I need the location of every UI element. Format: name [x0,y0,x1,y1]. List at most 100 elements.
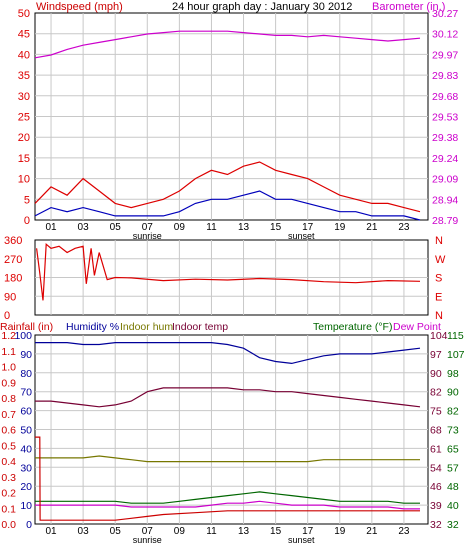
rainfall-tick-label: 1.0 [1,362,16,374]
barometer-tick-label: 29.24 [432,153,458,165]
indoor-temp-tick-label: 54 [430,462,442,474]
temp-grid [35,335,428,524]
barometer-tick-label: 30.12 [432,29,458,41]
temperature-tick-label: 48 [447,481,459,493]
wind-x-tick-label: 11 [206,222,217,233]
barometer-tick-label: 29.38 [432,132,458,144]
temp-x-tick-label: 19 [334,526,346,537]
windspeed-tick-label: 30 [18,91,30,103]
humidity-tick-label: 60 [20,406,32,418]
direction-lines [36,242,421,301]
series-wind-gust [34,161,421,213]
legend-rainfall: Rainfall (in) [0,321,53,333]
temperature-tick-label: 57 [447,462,459,474]
temp-x-tick-label: 01 [45,526,57,537]
indoor-temp-tick-label: 46 [430,481,442,493]
indoor-temp-tick-label: 61 [430,443,442,455]
temperature-tick-label: 115 [447,330,464,342]
rainfall-tick-label: 0.0 [1,519,16,531]
series-direction [36,242,421,301]
chart-title: 24 hour graph day : January 30 2012 [172,1,352,13]
wind-x-tick-label: 09 [174,222,186,233]
indoor-temp-tick-label: 97 [430,349,442,361]
barometer-axis-ticks: 28.79 28.94 29.09 29.24 29.38 29.53 29.68 29.83… [432,8,458,227]
windspeed-tick-label: 25 [18,112,30,124]
rainfall-tick-label: 0.1 [1,503,16,515]
windspeed-tick-label: 45 [18,29,30,41]
humidity-tick-label: 50 [20,425,32,437]
legend-dew-point: Dew Point [393,321,441,333]
series-rainfall [35,436,420,521]
wind-grid [35,13,428,220]
humidity-axis-ticks: 0 10 20 30 40 50 60 70 80 90 100 [14,330,32,531]
rainfall-tick-label: 1.2 [1,330,16,342]
rainfall-tick-label: 0.9 [1,377,16,389]
barometer-tick-label: 29.83 [432,70,458,82]
legend-temperature: Temperature (°F) [313,321,392,333]
rainfall-tick-label: 0.5 [1,440,16,452]
wind-sunset-label: sunset [288,231,315,241]
humidity-tick-label: 70 [20,387,32,399]
wind-x-tick-label: 23 [398,222,410,233]
wind-x-tick-label: 01 [45,222,57,233]
temp-sunset-label: sunset [288,535,315,545]
wind-x-tick-label: 03 [78,222,90,233]
humidity-tick-label: 40 [20,443,32,455]
compass-tick-label: W [435,254,446,266]
temperature-tick-label: 107 [447,349,465,361]
rainfall-tick-label: 0.6 [1,425,16,437]
barometer-tick-label: 28.79 [432,215,458,227]
indoor-temp-tick-label: 32 [430,519,442,531]
series-barometer [34,30,421,59]
rainfall-tick-label: 0.3 [1,472,16,484]
series-humidity [35,342,421,365]
humidity-tick-label: 80 [20,368,32,380]
windspeed-tick-label: 50 [18,8,30,20]
temperature-tick-label: 90 [447,387,459,399]
humidity-tick-label: 0 [26,519,32,531]
series-indoor-temp [35,387,421,408]
temp-x-ticks: 01 03 05 07 09 11 13 15 17 19 21 23 sunrise sunset [45,526,409,545]
direction-axis-ticks: 0 90 180 270 360 [4,235,22,322]
temperature-tick-label: 65 [447,443,459,455]
indoor-temp-tick-label: 75 [430,406,442,418]
temp-x-tick-label: 03 [78,526,90,537]
direction-tick-label: 0 [4,310,10,322]
series-wind-avg [34,190,421,221]
direction-tick-label: 270 [4,254,22,266]
temp-lines [35,342,421,521]
windspeed-tick-label: 10 [18,174,30,186]
barometer-tick-label: 28.94 [432,194,458,206]
temp-axis-ticks-2: 32 39 46 54 61 68 75 82 90 97 104 [430,330,448,531]
temp-x-tick-label: 05 [110,526,122,537]
series-dew-point [35,500,420,510]
temp-sunrise-label: sunrise [133,535,162,545]
humidity-tick-label: 100 [14,330,32,342]
direction-tick-label: 90 [4,291,16,303]
temp-axis-ticks-1: 32 40 48 57 65 73 82 90 98 107 115 [447,330,465,531]
rainfall-tick-label: 1.1 [1,346,16,358]
wind-x-tick-label: 15 [270,222,282,233]
legend-indoor-hum: Indoor hum [120,321,173,333]
compass-tick-label: E [435,291,442,303]
rainfall-tick-label: 0.7 [1,409,16,421]
compass-tick-label: N [435,235,443,247]
rainfall-tick-label: 0.4 [1,456,16,468]
wind-x-tick-label: 21 [366,222,378,233]
indoor-temp-tick-label: 104 [430,330,448,342]
wind-x-ticks: 01 03 05 07 09 11 13 15 17 19 21 23 sunrise sunset [45,222,409,241]
temperature-tick-label: 73 [447,425,459,437]
temp-x-tick-label: 13 [238,526,250,537]
barometer-tick-label: 30.27 [432,8,458,20]
legend-humidity: Humidity % [66,321,119,333]
windspeed-tick-label: 40 [18,49,30,61]
humidity-tick-label: 10 [20,500,32,512]
indoor-temp-tick-label: 68 [430,425,442,437]
wind-x-tick-label: 17 [302,222,314,233]
wind-lines [34,30,421,221]
legend-indoor-temp: Indoor temp [172,321,228,333]
indoor-temp-tick-label: 82 [430,387,442,399]
